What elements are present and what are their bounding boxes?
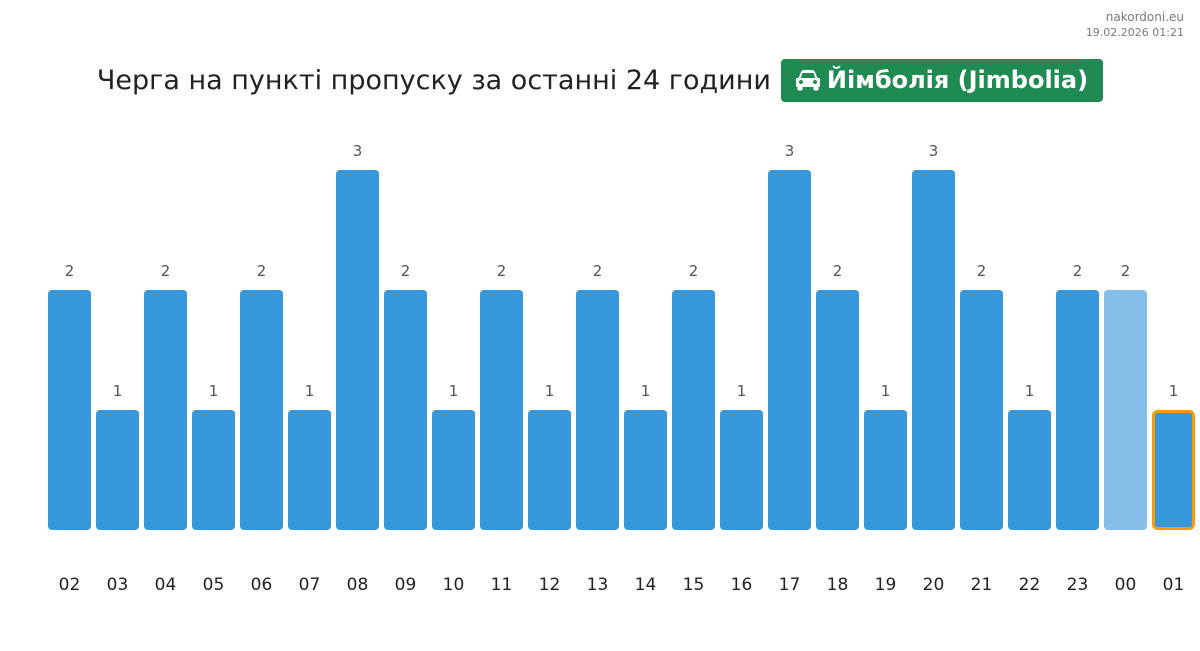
- bar-18[interactable]: [816, 290, 859, 530]
- x-tick-label-11: 11: [491, 575, 513, 595]
- bar-21[interactable]: [960, 290, 1003, 530]
- x-tick-label-13: 13: [587, 575, 609, 595]
- value-label-16: 1: [737, 382, 747, 400]
- x-tick-label-10: 10: [443, 575, 465, 595]
- bar-13[interactable]: [576, 290, 619, 530]
- checkpoint-badge[interactable]: Йімболія (Jimbolia): [780, 58, 1104, 102]
- bar-07[interactable]: [288, 410, 331, 530]
- value-label-11: 2: [497, 262, 507, 280]
- value-label-23: 2: [1073, 262, 1083, 280]
- value-label-15: 2: [689, 262, 699, 280]
- x-tick-label-18: 18: [827, 575, 849, 595]
- value-label-07: 1: [305, 382, 315, 400]
- value-label-13: 2: [593, 262, 603, 280]
- x-tick-label-07: 07: [299, 575, 321, 595]
- value-label-02: 2: [65, 262, 75, 280]
- value-label-00: 2: [1121, 262, 1131, 280]
- bar-06[interactable]: [240, 290, 283, 530]
- value-label-12: 1: [545, 382, 555, 400]
- bar-08[interactable]: [336, 170, 379, 530]
- x-tick-label-02: 02: [59, 575, 81, 595]
- watermark-datetime: 19.02.2026 01:21: [1085, 26, 1184, 39]
- bar-11[interactable]: [480, 290, 523, 530]
- chart-title: Черга на пункті пропуску за останні 24 г…: [96, 64, 771, 96]
- value-label-14: 1: [641, 382, 651, 400]
- bar-04[interactable]: [144, 290, 187, 530]
- bar-01[interactable]: [1152, 410, 1195, 530]
- bar-22[interactable]: [1008, 410, 1051, 530]
- x-tick-label-16: 16: [731, 575, 753, 595]
- value-label-22: 1: [1025, 382, 1035, 400]
- x-tick-label-23: 23: [1067, 575, 1089, 595]
- value-label-10: 1: [449, 382, 459, 400]
- x-tick-label-04: 04: [155, 575, 177, 595]
- x-tick-label-20: 20: [923, 575, 945, 595]
- bar-12[interactable]: [528, 410, 571, 530]
- value-label-20: 3: [929, 142, 939, 160]
- x-tick-label-15: 15: [683, 575, 705, 595]
- x-tick-label-05: 05: [203, 575, 225, 595]
- x-tick-label-00: 00: [1115, 575, 1137, 595]
- value-label-08: 3: [353, 142, 363, 160]
- value-label-04: 2: [161, 262, 171, 280]
- x-tick-label-21: 21: [971, 575, 993, 595]
- bar-19[interactable]: [864, 410, 907, 530]
- x-tick-label-19: 19: [875, 575, 897, 595]
- bar-23[interactable]: [1056, 290, 1099, 530]
- value-label-06: 2: [257, 262, 267, 280]
- x-tick-label-09: 09: [395, 575, 417, 595]
- bar-10[interactable]: [432, 410, 475, 530]
- bar-02[interactable]: [48, 290, 91, 530]
- watermark-site: nakordoni.eu: [1105, 10, 1184, 24]
- bar-20[interactable]: [912, 170, 955, 530]
- value-label-21: 2: [977, 262, 987, 280]
- x-tick-label-14: 14: [635, 575, 657, 595]
- x-tick-label-12: 12: [539, 575, 561, 595]
- bar-16[interactable]: [720, 410, 763, 530]
- x-tick-label-03: 03: [107, 575, 129, 595]
- value-label-05: 1: [209, 382, 219, 400]
- bar-00[interactable]: [1104, 290, 1147, 530]
- x-tick-label-08: 08: [347, 575, 369, 595]
- value-label-03: 1: [113, 382, 123, 400]
- bar-03[interactable]: [96, 410, 139, 530]
- checkpoint-name: Йімболія (Jimbolia): [826, 66, 1089, 94]
- value-label-17: 3: [785, 142, 795, 160]
- x-tick-label-17: 17: [779, 575, 801, 595]
- bar-09[interactable]: [384, 290, 427, 530]
- bar-15[interactable]: [672, 290, 715, 530]
- x-tick-label-06: 06: [251, 575, 273, 595]
- watermark: nakordoni.eu 19.02.2026 01:21: [1086, 9, 1184, 40]
- value-label-01: 1: [1169, 382, 1179, 400]
- bar-05[interactable]: [192, 410, 235, 530]
- value-label-19: 1: [881, 382, 891, 400]
- value-label-18: 2: [833, 262, 843, 280]
- x-tick-label-22: 22: [1019, 575, 1041, 595]
- bar-14[interactable]: [624, 410, 667, 530]
- car-icon: [795, 69, 821, 91]
- chart-header: Черга на пункті пропуску за останні 24 г…: [0, 58, 1200, 102]
- value-label-09: 2: [401, 262, 411, 280]
- bar-17[interactable]: [768, 170, 811, 530]
- x-tick-label-01: 01: [1163, 575, 1185, 595]
